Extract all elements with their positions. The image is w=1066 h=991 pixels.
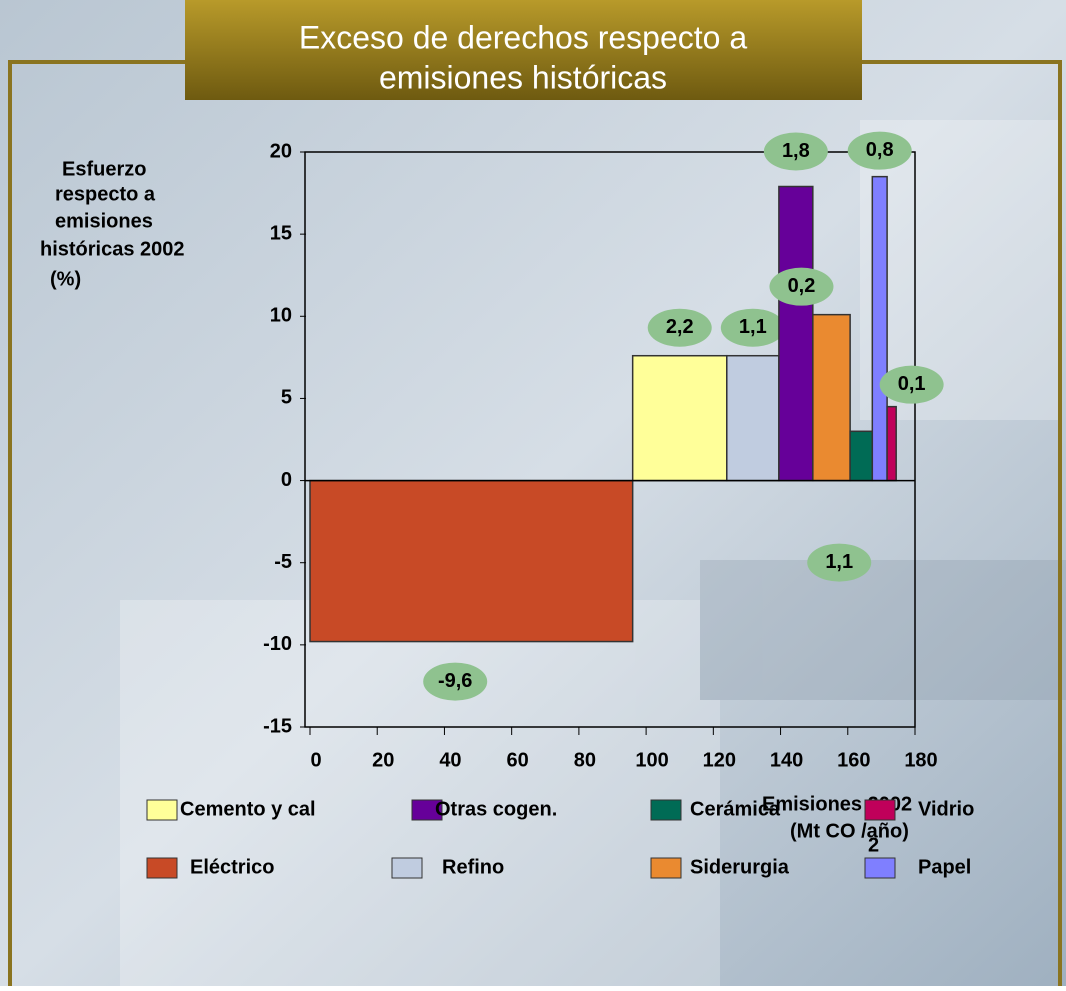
annotation: 2,2 (666, 316, 694, 338)
y-axis-label: (%) (50, 268, 81, 290)
chart-title: emisiones históricas (379, 59, 667, 95)
x-tick-label: 20 (372, 749, 394, 771)
legend-label: Papel (918, 856, 971, 878)
y-tick-label: 5 (281, 387, 292, 409)
x-tick-label: 80 (574, 749, 596, 771)
legend-swatch (864, 799, 896, 821)
legend-label: Eléctrico (190, 856, 274, 878)
bar (871, 175, 888, 482)
legend-swatch (650, 799, 682, 821)
annotation: 0,8 (866, 139, 894, 161)
y-axis-label: históricas 2002 (40, 238, 185, 260)
y-axis-label: respecto a (55, 183, 156, 205)
x-tick-label: 60 (507, 749, 529, 771)
bar (309, 479, 634, 643)
x-tick-label: 120 (703, 749, 736, 771)
plot-area (304, 151, 916, 728)
annotation-oval (847, 131, 912, 170)
annotation: -9,6 (438, 670, 472, 692)
y-tick-label: 20 (270, 140, 292, 162)
y-tick-label: 0 (281, 469, 292, 491)
x-tick-label: 160 (837, 749, 870, 771)
legend-swatch (391, 857, 423, 879)
y-tick-label: -5 (274, 551, 292, 573)
legend-label: Cerámica (690, 798, 781, 820)
legend-label: Refino (442, 856, 504, 878)
bar (631, 354, 728, 482)
annotation: 0,2 (788, 275, 816, 297)
x-tick-label: 40 (439, 749, 461, 771)
annotation: 1,8 (782, 140, 810, 162)
legend-label: Cemento y cal (180, 798, 316, 820)
x-axis-label: 2 (868, 834, 879, 856)
bar (726, 354, 780, 482)
x-tick-label: 180 (904, 749, 937, 771)
annotation-oval (647, 308, 712, 347)
bar (849, 430, 874, 482)
bar (812, 313, 851, 482)
annotation: 1,1 (825, 551, 853, 573)
x-tick-label: 0 (310, 749, 321, 771)
legend-swatch (864, 857, 896, 879)
y-tick-label: -15 (263, 715, 292, 737)
legend-swatch (146, 857, 178, 879)
title-box (185, 0, 862, 100)
bar (778, 185, 814, 482)
annotation: 1,1 (739, 316, 767, 338)
legend-label: Vidrio (918, 798, 974, 820)
annotation: 0,1 (898, 373, 926, 395)
legend-swatch (146, 799, 178, 821)
legend-label: Otras cogen. (435, 798, 557, 820)
y-tick-label: 10 (270, 305, 292, 327)
legend-label: Siderurgia (690, 856, 790, 878)
y-tick-label: 15 (270, 222, 292, 244)
legend-swatch (650, 857, 682, 879)
annotation-oval (879, 365, 944, 404)
bar (886, 405, 897, 482)
annotation-oval (807, 543, 872, 582)
y-axis-label: emisiones (55, 210, 153, 232)
annotation-oval (769, 267, 834, 306)
annotation-oval (423, 662, 488, 701)
chart-title: Exceso de derechos respecto a (299, 19, 747, 55)
x-tick-label: 140 (770, 749, 803, 771)
y-tick-label: -10 (263, 633, 292, 655)
x-tick-label: 100 (635, 749, 668, 771)
legend-swatch (411, 799, 443, 821)
y-axis-label: Esfuerzo (62, 158, 146, 180)
annotation-oval (763, 132, 828, 171)
annotation-oval (720, 308, 785, 347)
x-axis-label: (Mt CO /año) (790, 820, 909, 842)
